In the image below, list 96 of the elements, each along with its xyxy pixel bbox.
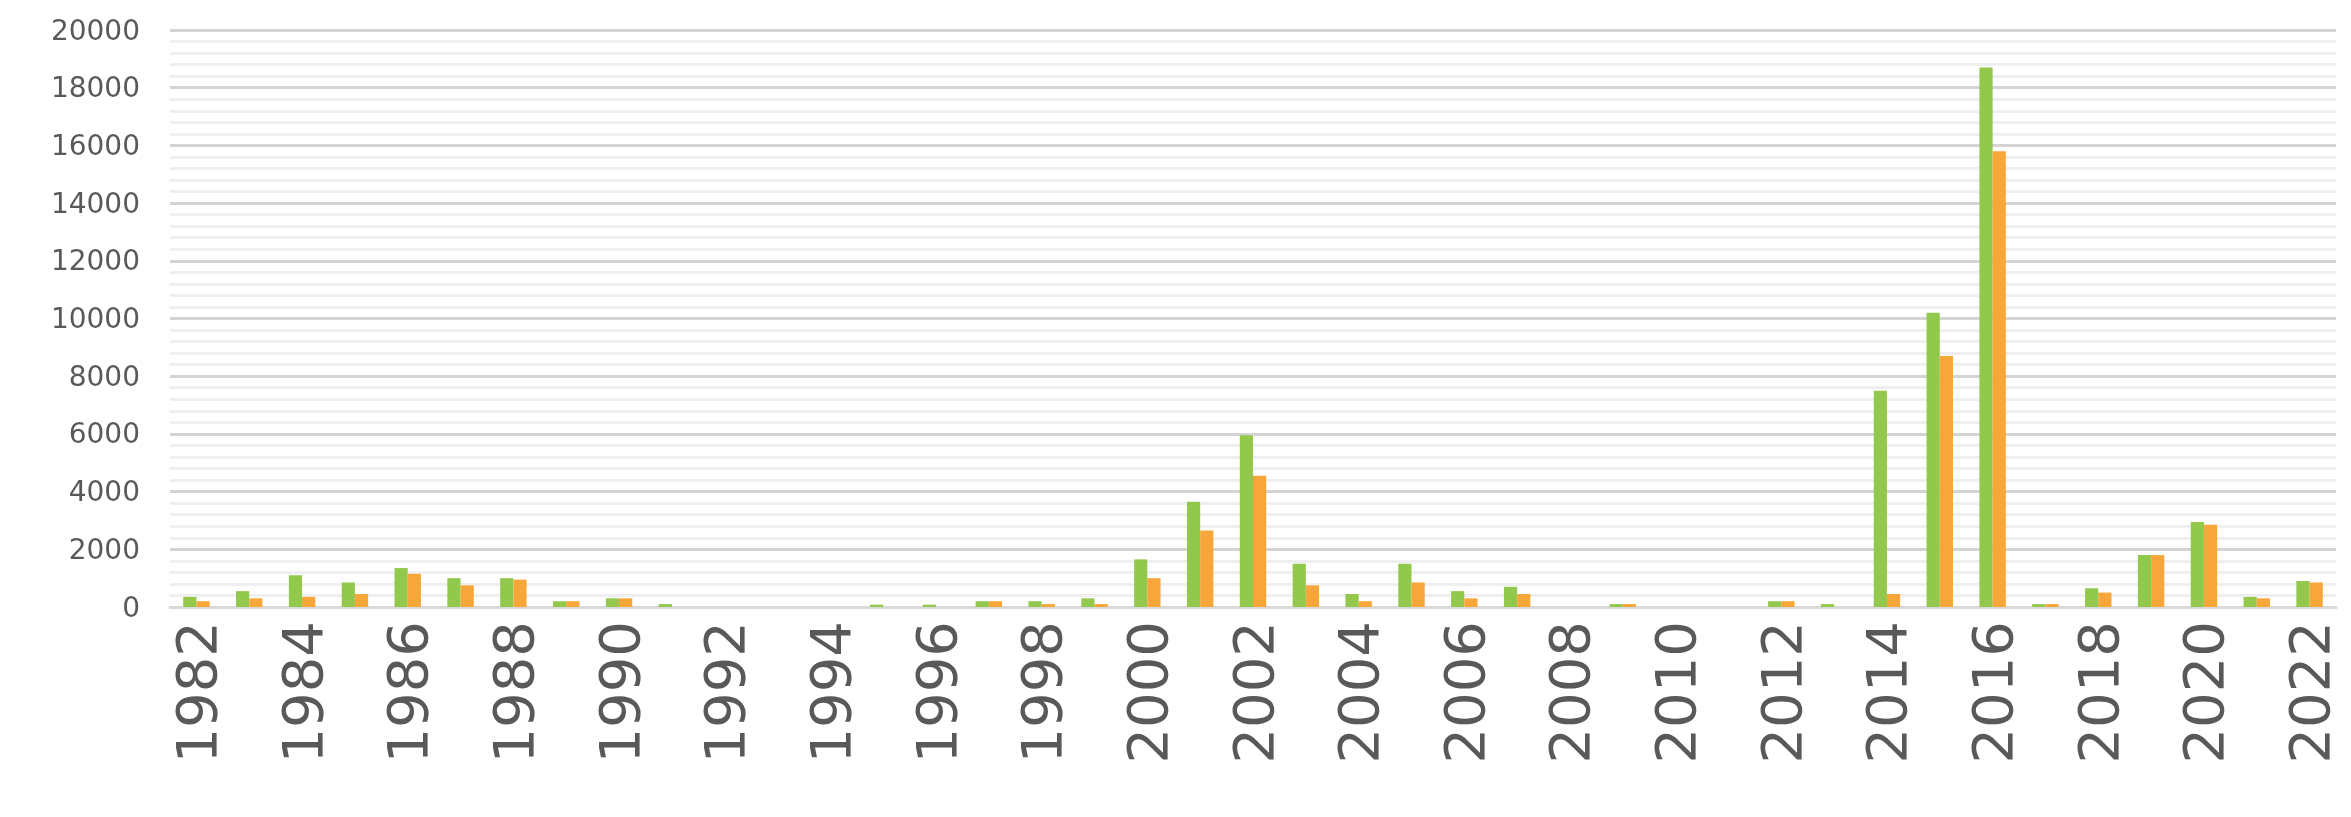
bar — [196, 601, 210, 607]
y-tick-label: 18000 — [50, 71, 140, 105]
bar — [1517, 594, 1531, 607]
bar — [1094, 604, 1108, 607]
x-tick-label: 1988 — [480, 621, 546, 764]
bar — [1134, 559, 1148, 607]
x-tick-label: 2008 — [1537, 621, 1603, 764]
bar — [566, 601, 580, 607]
x-tick-label: 1986 — [375, 621, 441, 764]
bar — [1609, 604, 1623, 607]
x-tick-label: 2006 — [1431, 621, 1497, 764]
bar — [183, 596, 197, 607]
y-tick-label: 8000 — [68, 359, 140, 393]
bar — [1464, 598, 1478, 607]
bar — [1979, 67, 1993, 607]
bar — [1253, 475, 1267, 607]
bar — [1451, 591, 1465, 607]
bar — [513, 579, 527, 607]
bar — [1239, 435, 1253, 607]
bar — [553, 601, 567, 607]
x-tick-label: 2016 — [1960, 621, 2026, 764]
y-tick-label: 10000 — [50, 302, 140, 335]
y-tick-label: 16000 — [50, 128, 140, 162]
bar — [975, 601, 989, 607]
bar — [1768, 601, 1782, 607]
x-tick-label: 1984 — [269, 621, 335, 764]
bar — [2151, 555, 2165, 607]
bar — [288, 575, 303, 607]
bar — [1081, 598, 1095, 607]
bar — [1345, 594, 1359, 607]
bar — [2203, 524, 2218, 607]
bar — [407, 573, 421, 607]
x-tick-label: 2002 — [1220, 621, 1286, 764]
bar — [1186, 501, 1201, 607]
bar — [1398, 563, 1412, 607]
bar — [2296, 581, 2310, 607]
x-tick-label: 1992 — [692, 621, 758, 764]
y-tick-label: 6000 — [68, 417, 140, 451]
y-tick-label: 12000 — [50, 244, 140, 278]
bar — [1886, 594, 1901, 607]
bar — [302, 596, 316, 607]
bar — [1292, 563, 1306, 607]
bar — [1041, 604, 1055, 607]
bar — [460, 585, 474, 607]
y-tick-label: 0 — [122, 590, 140, 624]
bar — [1992, 151, 2006, 607]
bar — [2243, 596, 2257, 607]
bar — [2137, 555, 2152, 607]
bar — [2190, 521, 2204, 607]
bar — [500, 578, 514, 607]
x-tick-label: 1998 — [1009, 621, 1075, 764]
bar — [1147, 578, 1161, 607]
x-tick-label: 1990 — [586, 621, 652, 764]
bar — [2098, 592, 2112, 607]
bar — [1358, 601, 1372, 607]
bar — [2085, 588, 2099, 607]
bar — [341, 582, 355, 607]
x-tick-label: 1994 — [797, 621, 863, 764]
y-tick-label: 14000 — [50, 186, 140, 220]
y-tick-label: 4000 — [68, 475, 140, 509]
x-tick-label: 2014 — [1854, 621, 1920, 764]
bar — [2045, 604, 2059, 607]
bar — [249, 598, 263, 607]
bar — [1028, 601, 1042, 607]
x-tick-label: 2012 — [1748, 621, 1814, 764]
bar — [1939, 356, 1953, 607]
bar — [2309, 582, 2323, 607]
bar — [1926, 312, 1940, 607]
x-tick-label: 2010 — [1643, 621, 1709, 764]
x-tick-label: 2020 — [2171, 621, 2237, 764]
bar — [2032, 604, 2046, 607]
x-tick-label: 2018 — [2065, 621, 2131, 764]
bar — [354, 594, 369, 607]
bar — [1200, 530, 1214, 607]
bar — [1873, 390, 1887, 607]
bar — [1622, 604, 1637, 607]
x-tick-label: 1996 — [903, 621, 969, 764]
bar — [447, 578, 461, 607]
bar — [619, 598, 633, 607]
y-tick-label: 20000 — [50, 13, 140, 47]
bar — [394, 568, 408, 607]
bar — [1503, 586, 1518, 607]
x-tick-label: 2004 — [1326, 621, 1392, 764]
bar — [1411, 582, 1425, 607]
x-tick-label: 1982 — [163, 621, 229, 764]
bar — [988, 601, 1003, 607]
bar — [1781, 601, 1795, 607]
y-tick-label: 2000 — [68, 532, 140, 566]
bar — [658, 604, 672, 607]
x-tick-label: 2000 — [1114, 621, 1180, 764]
bar — [605, 598, 620, 607]
x-tick-label: 2022 — [2277, 621, 2343, 764]
bar — [236, 591, 250, 607]
bar — [2256, 598, 2270, 607]
bar — [1305, 585, 1320, 607]
bar — [1820, 604, 1835, 607]
